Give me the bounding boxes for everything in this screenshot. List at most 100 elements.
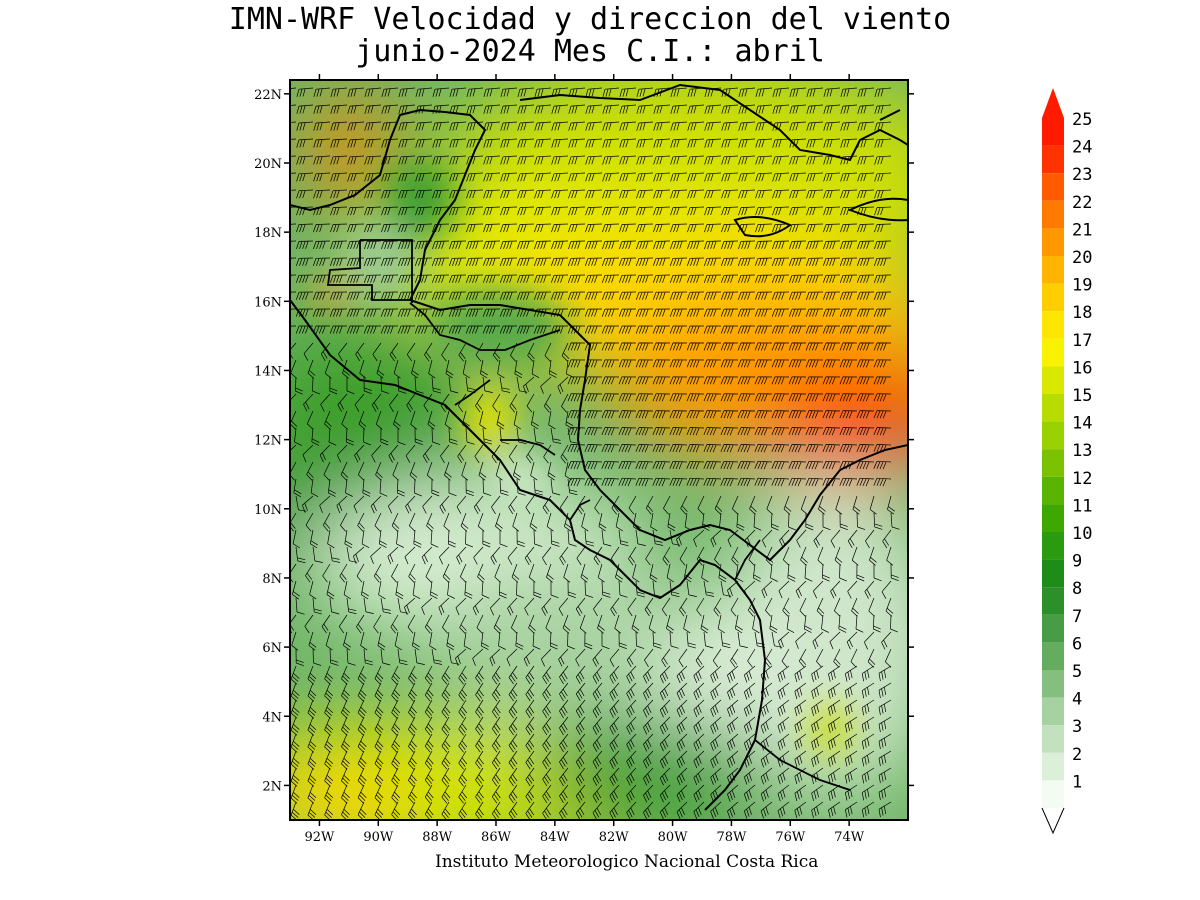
wind-barb bbox=[341, 733, 350, 753]
wind-barb bbox=[516, 325, 534, 334]
wind-barb bbox=[878, 801, 892, 818]
wind-barb bbox=[378, 580, 386, 600]
wind-barb bbox=[806, 138, 824, 148]
wind-barb bbox=[482, 291, 501, 300]
wind-barb bbox=[356, 563, 365, 583]
wind-barb bbox=[499, 478, 509, 496]
wind-barb bbox=[306, 461, 314, 481]
wind-barb bbox=[534, 223, 552, 233]
wind-barb bbox=[737, 291, 756, 300]
colorbar-label: 22 bbox=[1072, 193, 1092, 213]
wind-barb bbox=[839, 477, 858, 487]
wind-barb bbox=[529, 512, 538, 532]
wind-barb bbox=[618, 477, 637, 487]
wind-barb bbox=[743, 750, 756, 768]
colorbar-swatch bbox=[1042, 559, 1064, 588]
wind-barb bbox=[408, 801, 417, 820]
wind-barb bbox=[777, 784, 790, 802]
wind-barb bbox=[738, 121, 756, 131]
wind-barb bbox=[364, 223, 382, 233]
wind-barb bbox=[551, 206, 569, 216]
wind-barb bbox=[873, 410, 892, 419]
wind-barb bbox=[398, 172, 416, 182]
wind-barb bbox=[421, 597, 433, 615]
wind-barb bbox=[440, 444, 450, 464]
wind-barb bbox=[805, 342, 824, 351]
wind-barb bbox=[508, 767, 518, 787]
wind-barb bbox=[738, 87, 756, 97]
wind-barb bbox=[693, 682, 705, 701]
wind-barb bbox=[528, 614, 536, 634]
wind-barb bbox=[720, 410, 739, 419]
wind-barb bbox=[598, 512, 607, 532]
wind-barb bbox=[499, 291, 518, 300]
wind-barb bbox=[592, 733, 603, 752]
wind-barb bbox=[683, 614, 691, 634]
wind-barb bbox=[397, 291, 416, 300]
wind-barb bbox=[551, 223, 569, 233]
wind-barb bbox=[584, 376, 603, 385]
colorbar-label: 13 bbox=[1072, 441, 1092, 461]
wind-barb bbox=[345, 427, 354, 446]
wind-barb bbox=[714, 495, 723, 515]
wind-barb bbox=[581, 512, 589, 532]
wind-barb bbox=[602, 240, 620, 250]
wind-barb bbox=[422, 444, 433, 463]
wind-barb bbox=[322, 512, 331, 532]
wind-barb bbox=[585, 104, 603, 114]
wind-barb bbox=[525, 801, 535, 820]
wind-barb bbox=[575, 801, 586, 820]
wind-barb bbox=[531, 359, 540, 379]
wind-barb bbox=[414, 478, 423, 497]
wind-barb bbox=[414, 376, 424, 394]
wind-barb bbox=[644, 597, 654, 617]
wind-barb bbox=[395, 580, 404, 600]
wind-barb bbox=[650, 512, 658, 532]
wind-barb bbox=[771, 393, 790, 402]
wind-barb bbox=[703, 342, 722, 351]
wind-barb bbox=[693, 529, 705, 547]
wind-barb bbox=[426, 512, 434, 532]
wind-barb bbox=[373, 563, 382, 583]
wind-barb bbox=[659, 682, 671, 701]
wind-barb bbox=[398, 206, 416, 216]
wind-barb bbox=[533, 580, 542, 599]
wind-barb bbox=[296, 155, 314, 165]
wind-barb bbox=[448, 648, 460, 665]
wind-barb bbox=[794, 750, 807, 768]
wind-barb bbox=[584, 460, 603, 470]
wind-barb bbox=[319, 444, 331, 463]
wind-barb bbox=[818, 495, 826, 515]
wind-barb bbox=[874, 155, 892, 165]
wind-barb bbox=[693, 801, 705, 820]
wind-barb bbox=[459, 614, 467, 634]
wind-barb bbox=[666, 614, 674, 634]
wind-barb bbox=[653, 87, 671, 97]
wind-barb bbox=[788, 257, 807, 267]
wind-barb bbox=[789, 155, 807, 165]
wind-barb bbox=[653, 172, 671, 182]
wind-barb bbox=[575, 733, 586, 752]
wind-barb bbox=[693, 767, 705, 786]
wind-barb bbox=[346, 818, 348, 820]
wind-barb bbox=[347, 155, 365, 165]
wind-barb bbox=[341, 750, 350, 770]
wind-barb bbox=[429, 631, 437, 651]
lon-tick-label: 74W bbox=[834, 830, 865, 845]
wind-barb bbox=[676, 801, 688, 820]
wind-barb bbox=[601, 410, 620, 419]
wind-barb bbox=[850, 648, 858, 668]
wind-barb bbox=[667, 512, 676, 532]
credit-label: Instituto Meteorologico Nacional Costa R… bbox=[435, 852, 819, 872]
wind-barb bbox=[822, 444, 841, 453]
wind-barb bbox=[584, 393, 603, 402]
wind-barb bbox=[391, 801, 401, 820]
wind-barb bbox=[304, 614, 314, 634]
wind-barb bbox=[782, 546, 790, 566]
wind-barb bbox=[576, 546, 586, 566]
wind-barb bbox=[830, 580, 841, 599]
wind-barb bbox=[575, 665, 586, 684]
wind-barb bbox=[847, 529, 858, 548]
wind-barb bbox=[627, 597, 637, 617]
wind-barb bbox=[794, 716, 807, 734]
